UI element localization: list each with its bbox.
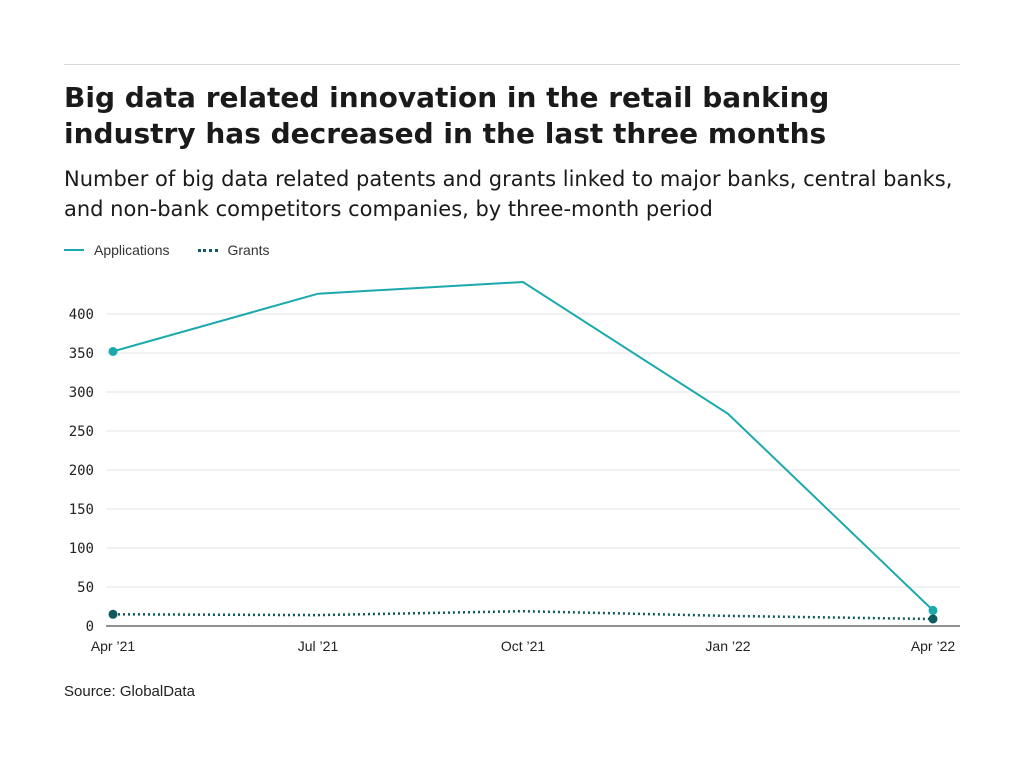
source-note: Source: GlobalData <box>64 683 195 700</box>
y-tick-label-0: 0 <box>86 619 94 635</box>
y-tick-label-350: 350 <box>69 346 94 362</box>
y-axis-ticks: 0 50 100 150 200 250 300 350 400 <box>69 307 94 635</box>
legend-item-grants: Grants <box>197 242 270 258</box>
legend-item-applications: Applications <box>64 242 170 258</box>
series-line-applications <box>112 280 934 612</box>
legend-label-applications: Applications <box>94 242 170 258</box>
line-chart: 0 50 100 150 200 250 300 350 400 Apr ’21 Jul ’21 O… <box>69 280 960 654</box>
legend: Applications Grants <box>64 242 298 258</box>
legend-swatch-grants <box>197 248 218 252</box>
top-rule <box>64 64 960 65</box>
y-tick-label-200: 200 <box>69 463 94 479</box>
grid-lines <box>106 313 960 627</box>
legend-swatch-applications <box>64 249 84 251</box>
y-tick-label-50: 50 <box>77 580 94 596</box>
x-tick-label-4: Apr ’22 <box>911 638 956 654</box>
x-axis-ticks: Apr ’21 Jul ’21 Oct ’21 Jan ’22 Apr ’22 <box>91 638 956 654</box>
x-tick-label-1: Jul ’21 <box>298 638 339 654</box>
series-lines <box>112 280 934 621</box>
series-line-grants <box>112 609 934 621</box>
chart-title: Big data related innovation in the retai… <box>64 81 830 150</box>
point-applications-4 <box>928 605 938 615</box>
point-grants-0 <box>108 609 118 619</box>
chart-subtitle: Number of big data related patents and g… <box>64 167 953 221</box>
y-tick-label-100: 100 <box>69 541 94 557</box>
y-tick-label-150: 150 <box>69 502 94 518</box>
y-tick-label-400: 400 <box>69 307 94 323</box>
x-tick-label-0: Apr ’21 <box>91 638 136 654</box>
series-points <box>108 346 938 624</box>
y-tick-label-250: 250 <box>69 424 94 440</box>
y-tick-label-300: 300 <box>69 385 94 401</box>
x-tick-label-3: Jan ’22 <box>705 638 750 654</box>
x-tick-label-2: Oct ’21 <box>501 638 546 654</box>
point-grants-4 <box>928 614 938 624</box>
legend-label-grants: Grants <box>227 242 270 258</box>
point-applications-0 <box>108 346 118 356</box>
